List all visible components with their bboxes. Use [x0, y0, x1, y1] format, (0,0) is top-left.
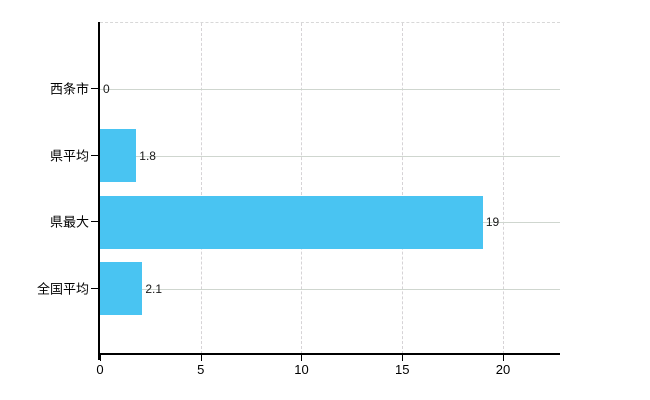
- x-axis-tick: [200, 355, 202, 361]
- x-axis-tick-label: 15: [394, 362, 410, 377]
- bar-value-label: 1.8: [139, 148, 156, 163]
- x-axis-tick-label: 20: [495, 362, 511, 377]
- v-gridline: [200, 23, 202, 354]
- category-label: 全国平均: [36, 281, 89, 297]
- category-label: 西条市: [49, 81, 89, 97]
- bar: [100, 129, 137, 183]
- x-axis-tick: [100, 355, 101, 361]
- h-gridline: [100, 89, 560, 91]
- category-label: 県平均: [49, 148, 89, 164]
- bar: [100, 262, 143, 316]
- category-tick: [91, 221, 99, 223]
- x-axis-tick-label: 5: [197, 362, 205, 377]
- v-gridline: [301, 23, 303, 354]
- x-axis-line: [98, 353, 560, 355]
- plot-area: 0 1.8 19 2.1: [100, 22, 560, 354]
- category-tick: [91, 154, 99, 156]
- bar-value-label: 2.1: [145, 281, 162, 296]
- category-tick: [91, 88, 99, 90]
- h-gridline: [100, 288, 560, 290]
- x-axis-tick: [402, 355, 404, 361]
- h-gridline: [100, 155, 560, 157]
- x-axis-tick: [502, 355, 504, 361]
- category-label: 県最大: [49, 214, 89, 230]
- bar-value-label: 0: [103, 82, 110, 97]
- v-gridline: [402, 23, 404, 354]
- x-axis-tick: [301, 355, 303, 361]
- bar: [100, 195, 483, 249]
- bar-value-label: 19: [485, 215, 500, 230]
- category-tick: [91, 287, 99, 289]
- x-axis-tick-label: 10: [294, 362, 309, 377]
- y-axis-line: [98, 22, 100, 360]
- x-axis-tick-label: 0: [96, 362, 104, 377]
- v-gridline: [502, 23, 504, 354]
